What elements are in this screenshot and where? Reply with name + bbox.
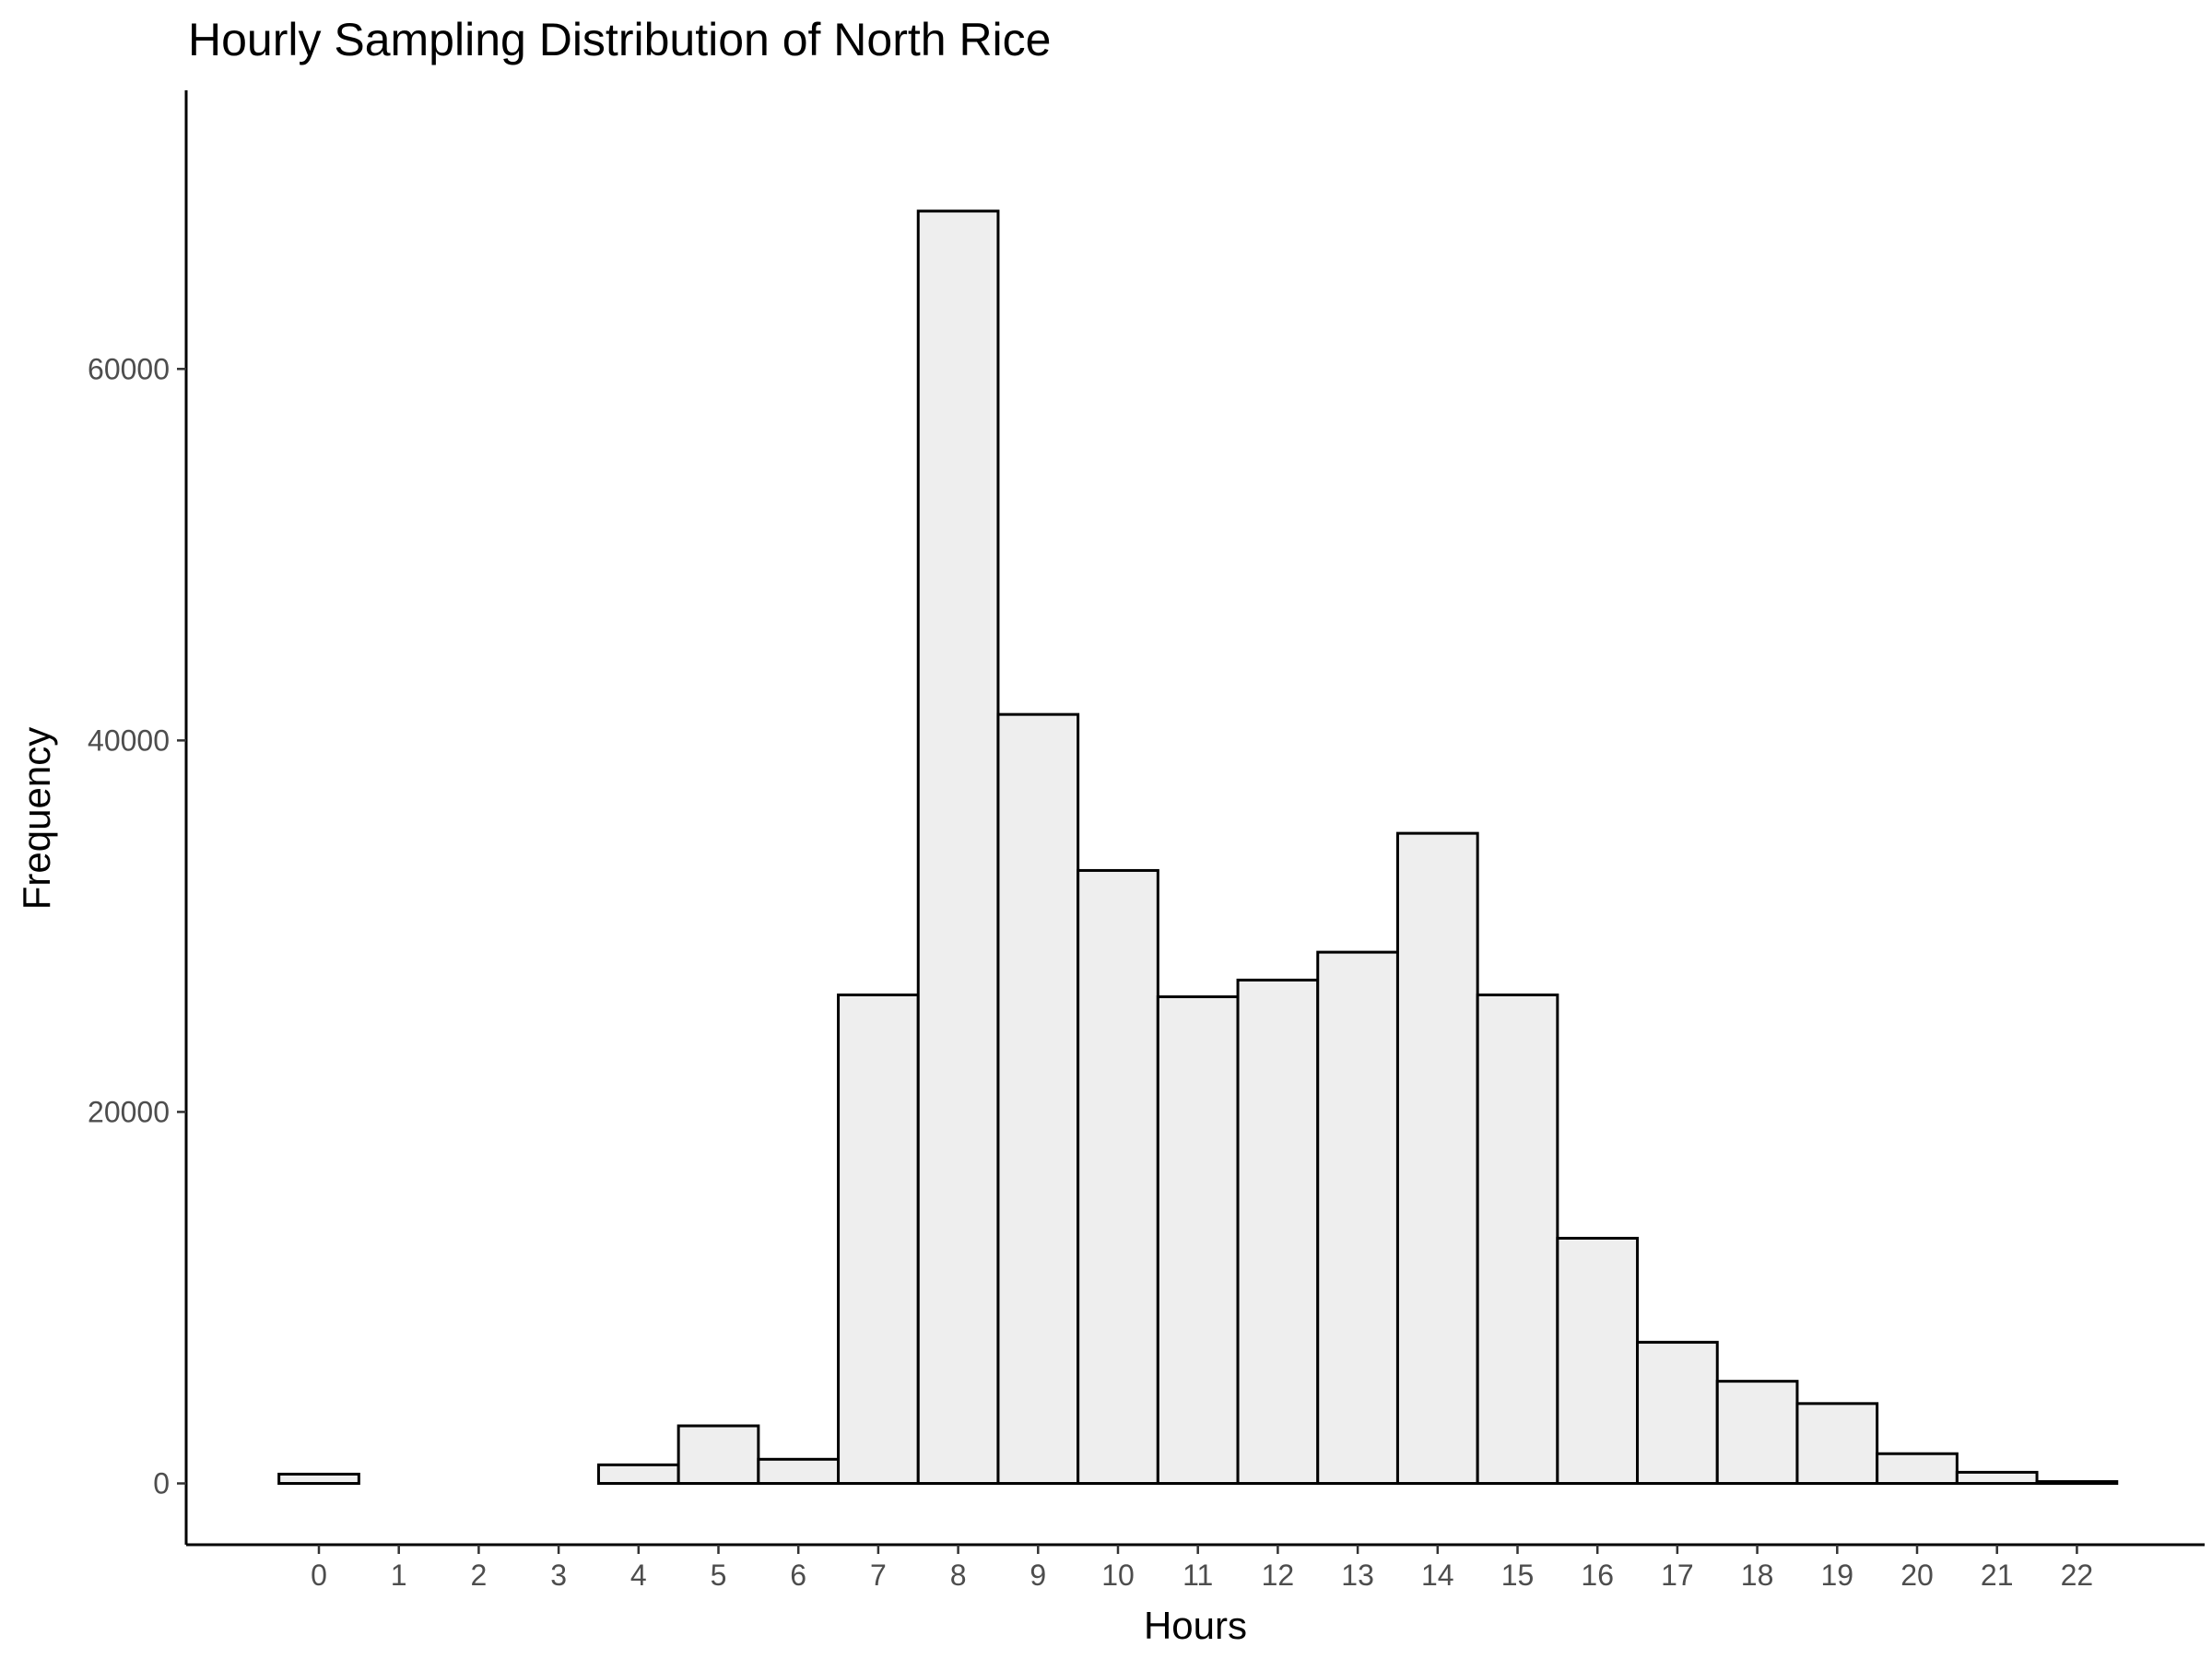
x-tick-label: 0 bbox=[311, 1559, 327, 1592]
bar-hour-4 bbox=[596, 1463, 680, 1485]
bar-hour-7 bbox=[837, 993, 920, 1485]
x-tick-label: 3 bbox=[550, 1559, 567, 1592]
bar-hour-21 bbox=[1955, 1470, 2039, 1485]
x-tick-label: 13 bbox=[1341, 1559, 1374, 1592]
y-tick-label: 60000 bbox=[88, 352, 170, 385]
bar-hour-22 bbox=[2035, 1479, 2119, 1485]
y-axis-title: Frequency bbox=[15, 727, 58, 910]
x-tick-label: 6 bbox=[790, 1559, 806, 1592]
bar-hour-9 bbox=[996, 712, 1080, 1485]
bar-hour-20 bbox=[1876, 1452, 1959, 1485]
bar-hour-8 bbox=[916, 209, 1000, 1485]
x-tick-label: 9 bbox=[1030, 1559, 1046, 1592]
bar-hour-5 bbox=[677, 1424, 760, 1486]
x-tick-label: 17 bbox=[1661, 1559, 1694, 1592]
bar-hour-16 bbox=[1556, 1236, 1640, 1485]
bar-hour-18 bbox=[1715, 1380, 1799, 1485]
y-tick-label: 0 bbox=[153, 1466, 170, 1500]
x-tick-label: 12 bbox=[1262, 1559, 1295, 1592]
x-tick-label: 8 bbox=[950, 1559, 967, 1592]
bar-hour-15 bbox=[1476, 993, 1559, 1485]
x-tick-label: 19 bbox=[1821, 1559, 1854, 1592]
chart-title: Hourly Sampling Distribution of North Ri… bbox=[188, 14, 1051, 65]
x-tick-label: 11 bbox=[1182, 1559, 1213, 1592]
bar-hour-14 bbox=[1395, 831, 1479, 1485]
y-tick-label: 40000 bbox=[88, 724, 170, 757]
y-tick-label: 20000 bbox=[88, 1095, 170, 1128]
bar-hour-10 bbox=[1077, 868, 1159, 1485]
x-tick-label: 15 bbox=[1501, 1559, 1535, 1592]
bar-hour-17 bbox=[1636, 1340, 1719, 1485]
x-axis-title: Hours bbox=[1144, 1604, 1247, 1647]
x-tick-label: 22 bbox=[2061, 1559, 2094, 1592]
bar-hour-12 bbox=[1236, 978, 1320, 1485]
bar-hour-0 bbox=[277, 1472, 360, 1486]
bar-hour-19 bbox=[1795, 1402, 1879, 1485]
bar-hour-11 bbox=[1156, 994, 1240, 1485]
bar-hour-13 bbox=[1316, 950, 1399, 1485]
x-tick-label: 5 bbox=[711, 1559, 727, 1592]
bar-hour-6 bbox=[757, 1457, 841, 1486]
x-tick-label: 4 bbox=[630, 1559, 647, 1592]
x-tick-label: 1 bbox=[391, 1559, 407, 1592]
x-tick-label: 2 bbox=[471, 1559, 488, 1592]
x-tick-label: 21 bbox=[1981, 1559, 2014, 1592]
x-tick-label: 10 bbox=[1101, 1559, 1135, 1592]
x-tick-label: 7 bbox=[870, 1559, 887, 1592]
x-tick-label: 18 bbox=[1741, 1559, 1774, 1592]
x-tick-label: 20 bbox=[1900, 1559, 1934, 1592]
x-tick-label: 16 bbox=[1581, 1559, 1614, 1592]
x-tick-label: 14 bbox=[1421, 1559, 1454, 1592]
